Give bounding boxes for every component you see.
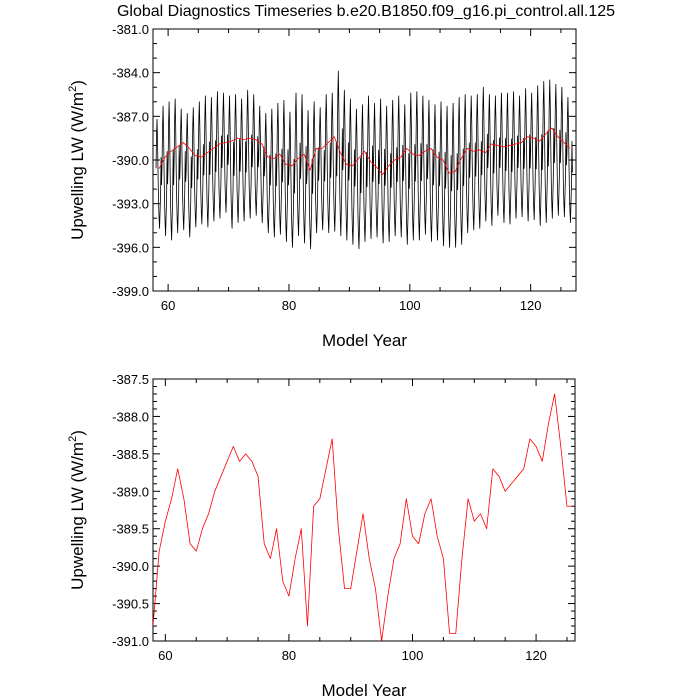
x-axis-title: Model Year	[322, 331, 407, 350]
monthly-series-line	[155, 70, 573, 250]
y-tick-label: -390.5	[112, 597, 149, 612]
annual-mean-series-line	[158, 127, 571, 175]
y-tick-label: -384.0	[112, 66, 149, 81]
y-axis-title-superscript: 2	[67, 436, 79, 442]
figure-title: Global Diagnostics Timeseries b.e20.B185…	[117, 3, 615, 20]
y-tick-label: -396.0	[112, 240, 149, 255]
y-tick-label: -389.5	[112, 522, 149, 537]
y-axis-title: Upwelling LW (W/m2)	[67, 80, 87, 240]
y-tick-label: -390.0	[112, 559, 149, 574]
x-tick-label: 120	[520, 298, 542, 313]
plot-frame	[152, 378, 576, 642]
x-tick-label: 60	[158, 648, 172, 663]
y-tick-label: -387.5	[112, 372, 149, 387]
annual-mean-series-line	[153, 393, 574, 641]
y-tick-label: -399.0	[112, 284, 149, 299]
x-tick-label: 80	[282, 298, 296, 313]
x-tick-label: 120	[525, 648, 547, 663]
x-tick-label: 80	[282, 648, 296, 663]
y-tick-label: -389.0	[112, 484, 149, 499]
lower-panel: 60 80 100 120 -387.5 -388.0 -388.5 -389.0 -389.5…	[67, 372, 576, 700]
y-tick-label: -390.0	[112, 153, 149, 168]
y-tick-label: -393.0	[112, 197, 149, 212]
y-tick-label: -387.0	[112, 109, 149, 124]
y-axis-title-close: )	[68, 80, 87, 86]
series-group	[155, 70, 573, 250]
y-axis-title-text: Upwelling LW (W/m	[68, 92, 87, 240]
upper-panel: 60 80 100 120 -381.0 -384.0 -387.0 -390.0 -393.0…	[67, 22, 577, 350]
x-axis-title: Model Year	[321, 681, 406, 700]
y-tick-label: -381.0	[112, 22, 149, 37]
y-tick-label: -388.5	[112, 447, 149, 462]
y-axis-title-text: Upwelling LW (W/m	[68, 442, 87, 590]
y-axis-title-close: )	[68, 430, 87, 436]
x-tick-label: 60	[161, 298, 175, 313]
y-axis-title-superscript: 2	[67, 86, 79, 92]
y-tick-label: -391.0	[112, 634, 149, 649]
series-group	[153, 393, 574, 641]
x-tick-label: 100	[402, 648, 424, 663]
x-tick-label: 100	[399, 298, 421, 313]
y-tick-label: -388.0	[112, 409, 149, 424]
y-axis-title: Upwelling LW (W/m2)	[67, 430, 87, 590]
